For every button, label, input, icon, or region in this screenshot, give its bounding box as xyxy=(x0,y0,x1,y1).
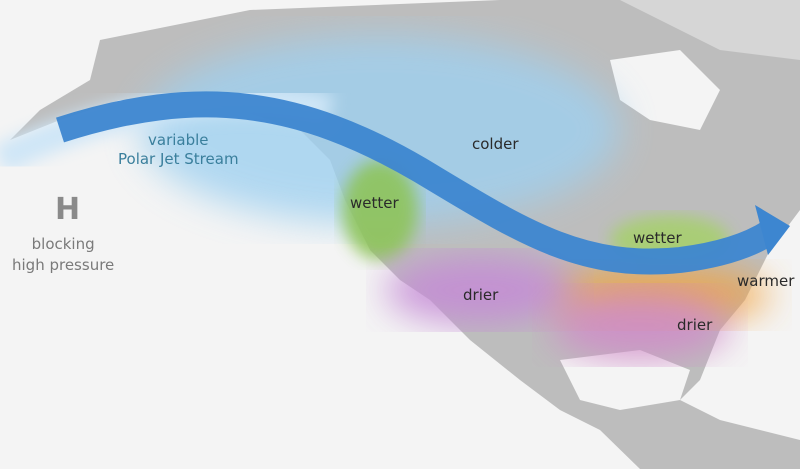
high-label-line1: blocking xyxy=(31,235,95,253)
high-pressure-symbol: H xyxy=(55,192,81,227)
jet-stream-arrowhead xyxy=(755,205,790,255)
high-label-line2: high pressure xyxy=(12,256,115,274)
label-drier-west: drier xyxy=(463,286,499,304)
jet-label-line1: variable xyxy=(148,131,209,149)
drier-east-region xyxy=(550,290,730,360)
gulf-of-mexico xyxy=(560,350,690,410)
label-wetter-east: wetter xyxy=(633,229,682,247)
label-colder: colder xyxy=(472,135,519,153)
wetter-west-region xyxy=(342,160,418,260)
label-warmer: warmer xyxy=(737,272,795,290)
colder-region xyxy=(140,35,620,225)
atlantic xyxy=(720,250,800,430)
label-drier-east: drier xyxy=(677,316,713,334)
high-pressure-label: blocking high pressure xyxy=(12,234,114,276)
jet-stream-arrow xyxy=(56,91,778,275)
jet-label-line2: Polar Jet Stream xyxy=(118,150,239,168)
label-wetter-west: wetter xyxy=(350,194,399,212)
hudson-bay xyxy=(610,50,720,130)
jet-stream-label: variable Polar Jet Stream xyxy=(118,131,239,169)
drier-west-region xyxy=(385,255,575,325)
greenland xyxy=(620,0,800,60)
